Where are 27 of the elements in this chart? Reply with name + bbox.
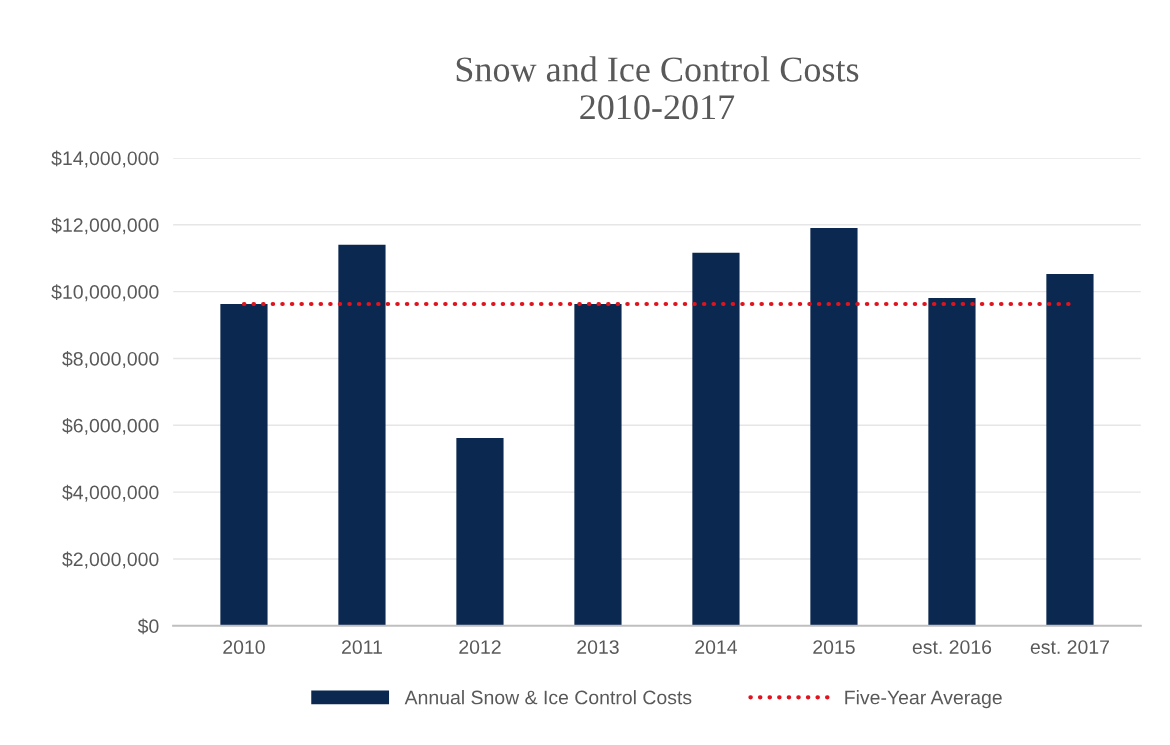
bar — [928, 297, 976, 626]
x-tick-label: 2015 — [813, 640, 855, 654]
bar — [810, 228, 858, 626]
legend-label: Five-Year Average — [845, 690, 1002, 709]
x-tick-label: 2013 — [577, 640, 619, 654]
bar — [692, 252, 740, 626]
bar — [220, 303, 268, 626]
x-tick-label: est. 2016 — [912, 640, 992, 654]
bar — [456, 437, 504, 626]
x-tick-label: 2014 — [695, 640, 738, 654]
y-tick-label: $4,000,000 — [62, 484, 159, 502]
x-tick-label: 2010 — [223, 640, 265, 654]
y-tick-label: $6,000,000 — [62, 417, 159, 435]
bar — [1046, 273, 1094, 626]
bar — [574, 303, 622, 626]
y-tick-label: $0 — [137, 618, 159, 635]
bar — [338, 244, 386, 626]
y-tick-label: $12,000,000 — [51, 217, 159, 235]
y-tick-label: $14,000,000 — [51, 150, 159, 168]
y-tick-label: $10,000,000 — [51, 284, 159, 302]
legend-label: Annual Snow & Ice Control Costs — [404, 690, 692, 705]
chart-title: Snow and Ice Control Costs 2010-2017 — [456, 56, 859, 120]
x-tick-label: 2011 — [342, 640, 382, 654]
x-tick-label: 2012 — [459, 640, 501, 654]
y-tick-label: $8,000,000 — [62, 351, 159, 368]
y-tick-label: $2,000,000 — [62, 551, 159, 569]
x-tick-label: est. 2017 — [1030, 640, 1109, 654]
